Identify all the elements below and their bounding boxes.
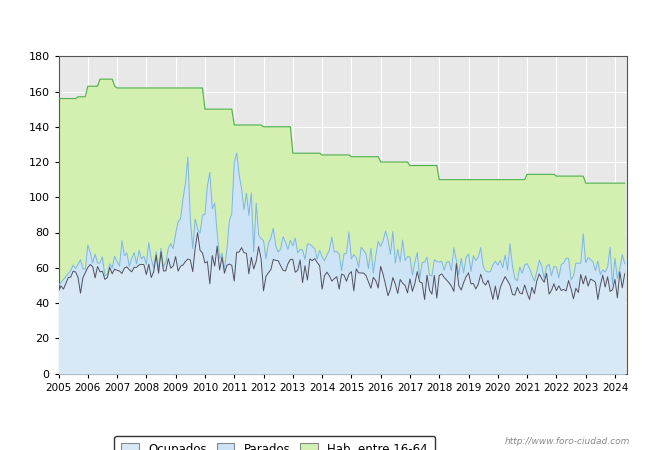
Text: Puebla del Salvador - Evolucion de la poblacion en edad de Trabajar Mayo de 2024: Puebla del Salvador - Evolucion de la po…: [81, 17, 569, 30]
Legend: Ocupados, Parados, Hab. entre 16-64: Ocupados, Parados, Hab. entre 16-64: [114, 436, 435, 450]
Text: http://www.foro-ciudad.com: http://www.foro-ciudad.com: [505, 436, 630, 446]
